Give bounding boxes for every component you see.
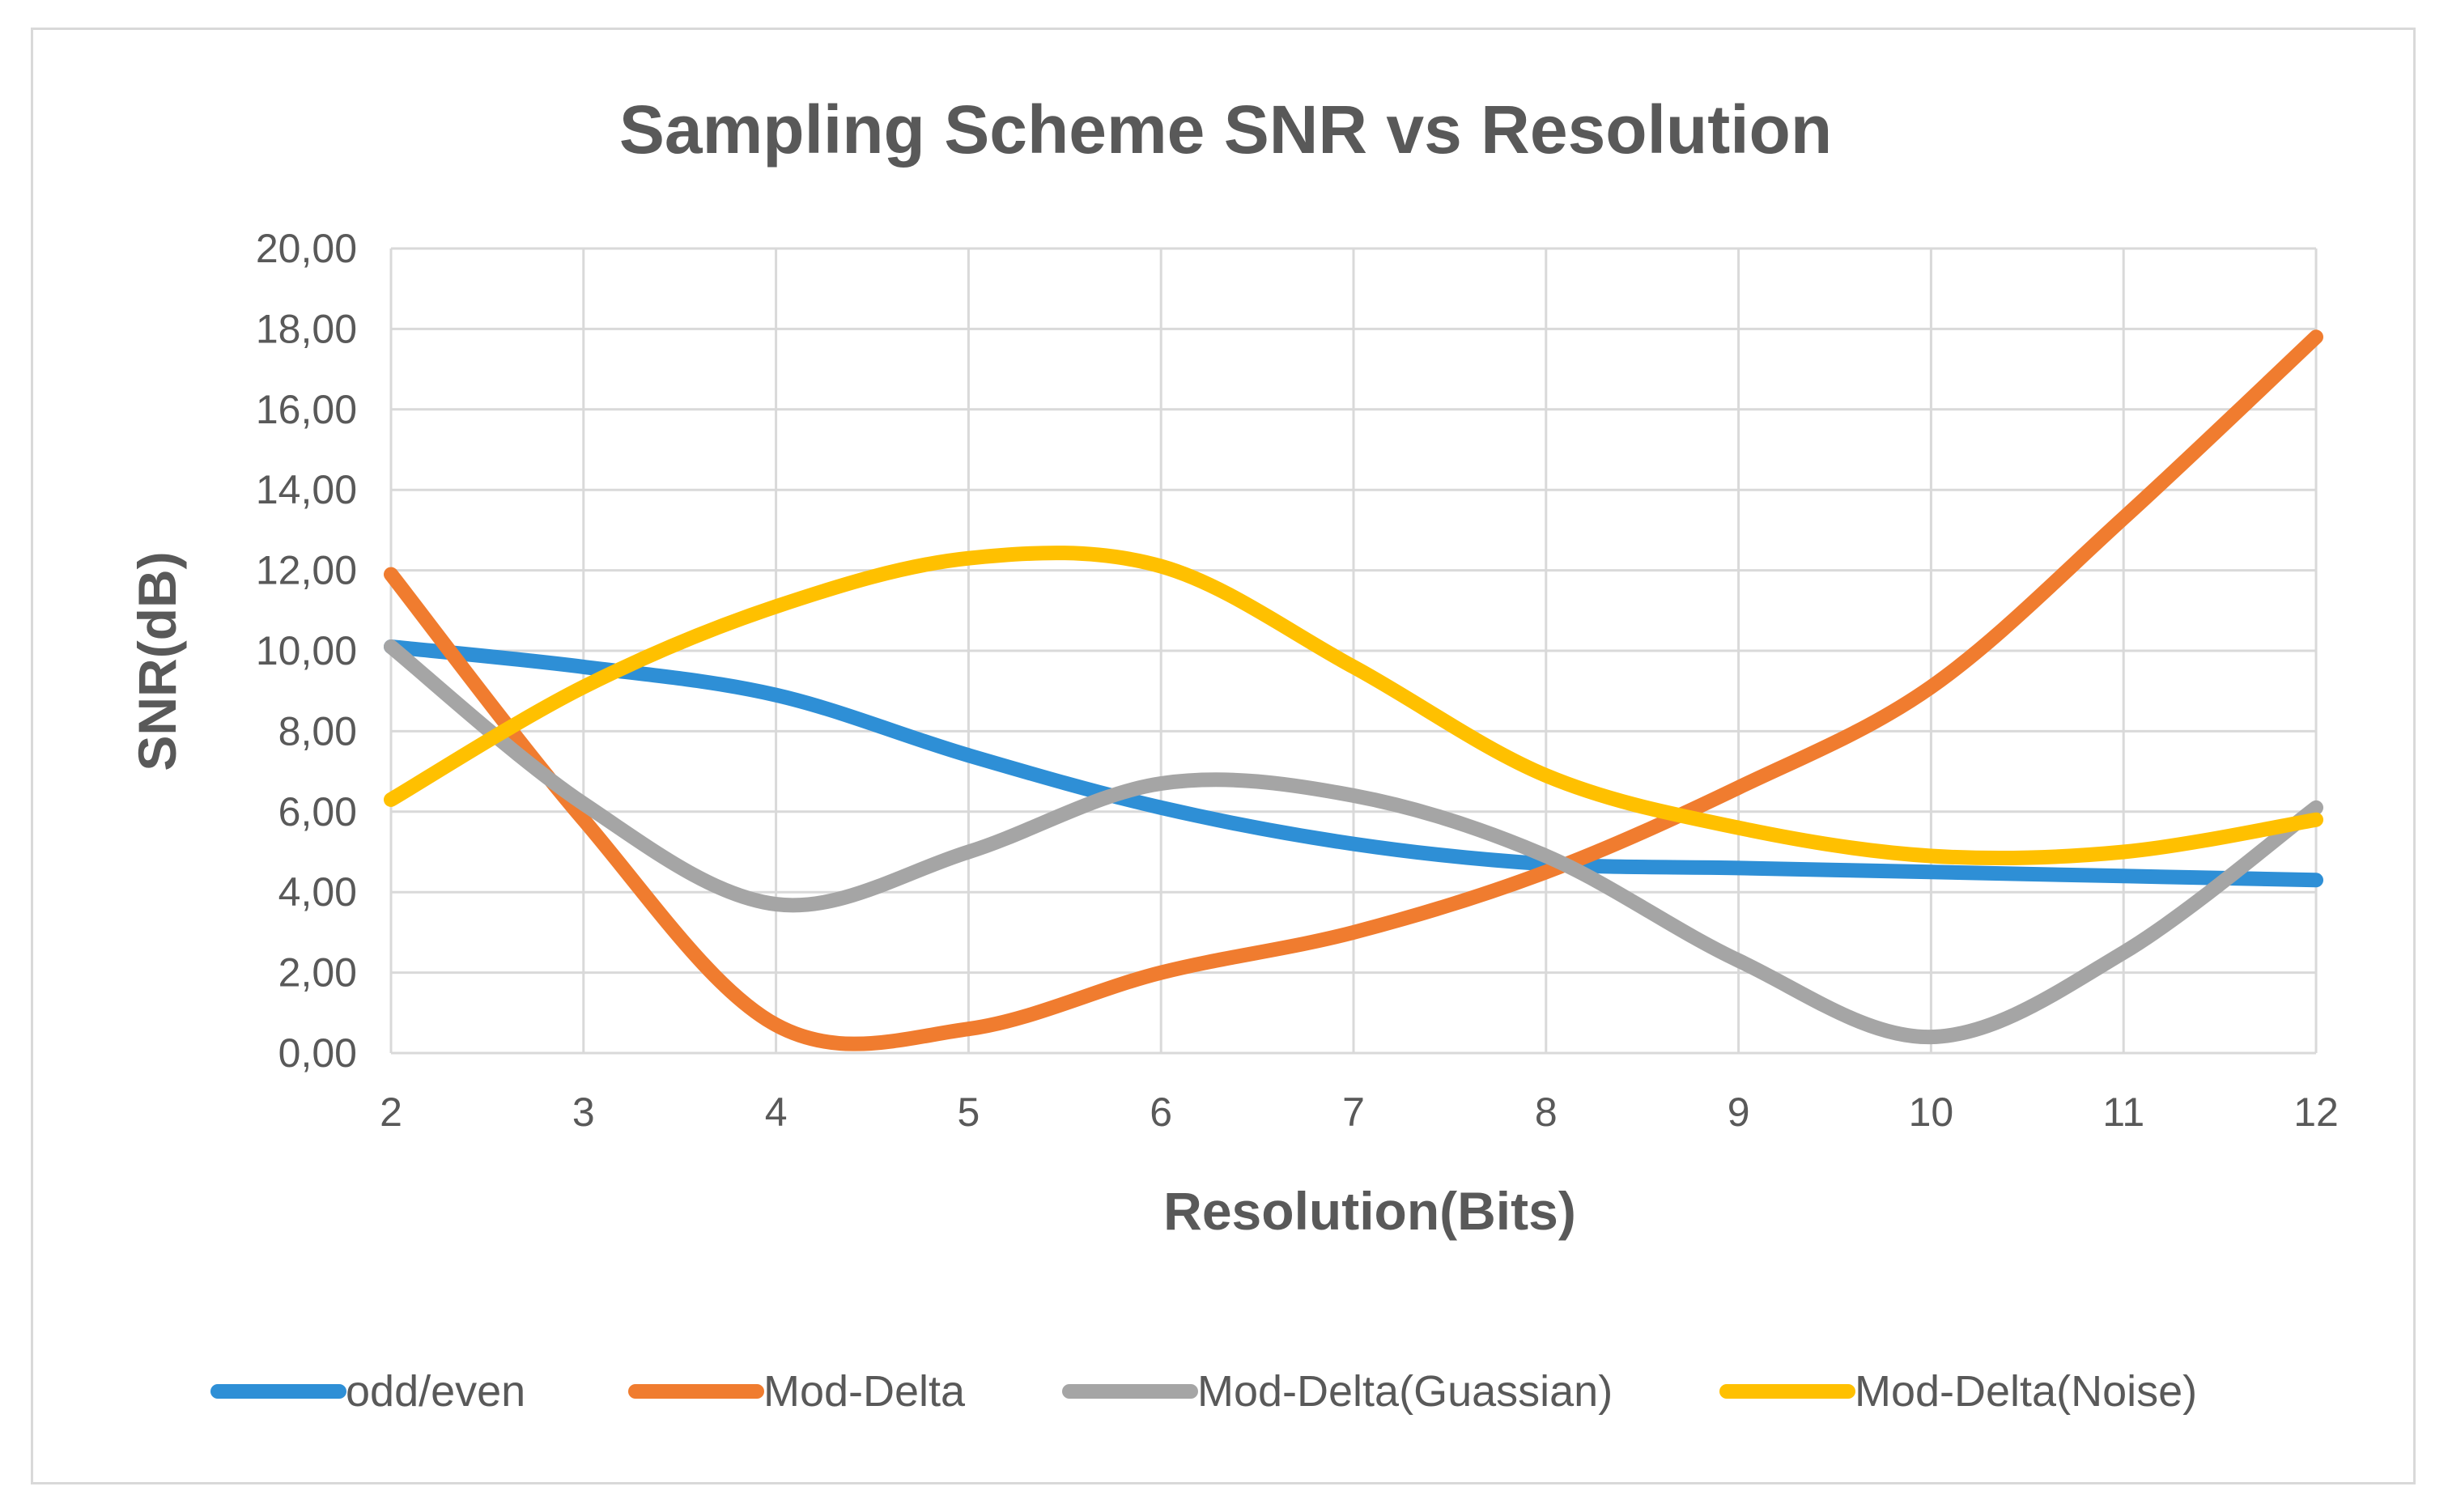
- y-tick-label: 14,00: [256, 467, 357, 512]
- x-tick-label: 12: [2293, 1089, 2339, 1135]
- chart-svg: Sampling Scheme SNR vs Resolution 0,00 2,…: [127, 91, 2339, 1416]
- legend-label-odd-even: odd/even: [346, 1367, 525, 1416]
- y-tick-label: 2,00: [278, 950, 357, 996]
- legend-label-mod-delta-noise: Mod-Delta(Noise): [1855, 1367, 2197, 1416]
- x-tick-label: 9: [1728, 1089, 1750, 1135]
- x-tick-label: 2: [380, 1089, 402, 1135]
- chart-frame: Sampling Scheme SNR vs Resolution 0,00 2,…: [31, 28, 2416, 1484]
- x-tick-label: 6: [1150, 1089, 1172, 1135]
- y-tick-label: 0,00: [278, 1030, 357, 1076]
- x-tick-label: 10: [1909, 1089, 1954, 1135]
- x-tick-label: 8: [1535, 1089, 1558, 1135]
- y-tick-label: 8,00: [278, 708, 357, 754]
- series-lines: [384, 329, 2323, 1051]
- x-tick-label: 7: [1342, 1089, 1365, 1135]
- y-tick-label: 18,00: [256, 306, 357, 351]
- legend-label-mod-delta-guassian: Mod-Delta(Guassian): [1197, 1367, 1613, 1416]
- y-tick-label: 16,00: [256, 387, 357, 432]
- x-tick-label: 11: [2102, 1089, 2144, 1135]
- y-tick-label: 6,00: [278, 789, 357, 835]
- x-tick-label: 4: [765, 1089, 788, 1135]
- legend-label-mod-delta: Mod-Delta: [763, 1367, 966, 1416]
- y-axis-title: SNR(dB): [127, 551, 187, 771]
- x-tick-labels: 2 3 4 5 6 7 8 9 10 11 12: [380, 1089, 2339, 1135]
- series-line-mod-delta-guassian: [384, 639, 2323, 1045]
- grid: [389, 247, 2318, 1055]
- y-tick-label: 4,00: [278, 869, 357, 915]
- y-tick-label: 20,00: [256, 226, 357, 271]
- series-line-mod-delta: [384, 329, 2323, 1051]
- x-tick-label: 5: [957, 1089, 980, 1135]
- y-tick-label: 10,00: [256, 628, 357, 673]
- x-tick-label: 3: [572, 1089, 595, 1135]
- chart-title: Sampling Scheme SNR vs Resolution: [619, 91, 1832, 168]
- series-line-mod-delta-noise: [384, 546, 2323, 866]
- y-tick-labels: 0,00 2,00 4,00 6,00 8,00 10,00 12,00 14,00 16,00…: [256, 226, 357, 1076]
- series-line-odd-even: [384, 639, 2323, 888]
- y-tick-label: 12,00: [256, 548, 357, 593]
- legend: odd/even Mod-Delta Mod-Delta(Guassian) Mod-…: [210, 1367, 2197, 1416]
- x-axis-title: Resolution(Bits): [1163, 1181, 1576, 1241]
